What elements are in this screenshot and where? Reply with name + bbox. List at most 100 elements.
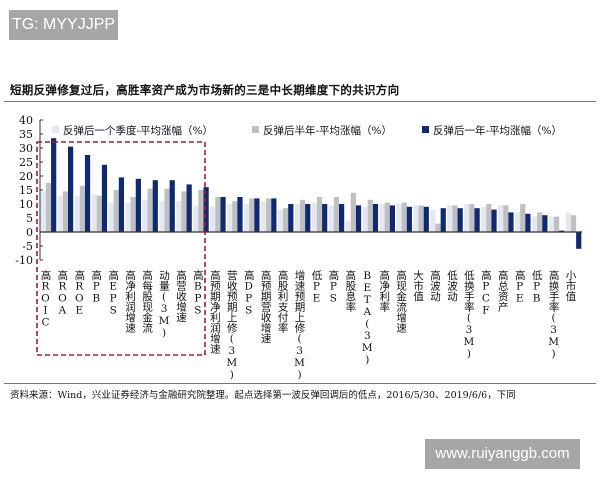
legend-label: 反弹后半年-平均涨幅（%） — [263, 124, 392, 137]
bar — [367, 199, 373, 232]
bar — [237, 197, 243, 232]
bar — [113, 190, 119, 232]
x-category-label: 高预期净利润增速 — [209, 269, 221, 354]
x-category-label: 高每股现金流 — [141, 269, 153, 334]
bar — [210, 206, 216, 232]
x-category-label: 高EPS — [107, 269, 119, 316]
y-tick-label: 25 — [19, 156, 33, 169]
source-note: 资料来源：Wind，兴业证券经济与金融研究院整理。起点选择第一波反弹回调后的低点… — [10, 390, 516, 401]
source-divider — [4, 383, 596, 384]
bar — [531, 216, 538, 232]
bar — [74, 195, 80, 232]
x-category-label: 动量(3M) — [158, 270, 170, 339]
y-tick-label: -5 — [22, 240, 33, 253]
x-category-label: 营收预期上修(3M) — [226, 269, 238, 381]
bar — [40, 191, 46, 232]
x-category-label: 高总资产 — [497, 269, 509, 313]
x-category-label: 高ROE — [73, 269, 85, 316]
x-category-label: 高PE — [514, 269, 526, 304]
bar — [350, 192, 356, 232]
y-tick-label: 5 — [26, 212, 33, 225]
bar — [299, 199, 306, 232]
bar — [147, 188, 153, 232]
bar — [243, 204, 250, 232]
x-category-label: 高PCF — [480, 269, 492, 316]
x-category-label: 高PB — [90, 269, 102, 304]
x-category-label: 小市值 — [565, 270, 577, 302]
bar — [232, 201, 238, 232]
bar — [125, 202, 131, 232]
bar — [396, 204, 402, 232]
bar — [576, 232, 582, 249]
x-category-label: 高DPS — [243, 269, 255, 316]
bar — [62, 191, 69, 232]
bar — [108, 202, 114, 232]
bar — [379, 204, 385, 232]
bar — [79, 185, 85, 232]
x-category-label: 高股息率 — [344, 269, 356, 313]
bar — [152, 180, 158, 232]
bar — [525, 213, 531, 232]
x-category-label: 高现金流增速 — [395, 269, 407, 333]
bar — [142, 199, 148, 232]
x-category-label: 大市值 — [412, 269, 424, 302]
x-category-label: 增速预期上修(3M) — [294, 269, 306, 381]
bar — [186, 184, 192, 232]
legend-swatch — [52, 126, 59, 133]
highlight-dashed-box — [36, 141, 206, 356]
bar — [282, 208, 289, 232]
x-category-label: 低PE — [310, 269, 322, 304]
bar — [118, 177, 125, 232]
bar — [469, 204, 475, 232]
bar — [45, 183, 52, 232]
bar — [413, 205, 419, 232]
y-tick-label: 15 — [19, 184, 33, 197]
bar — [548, 216, 554, 232]
bar — [339, 204, 345, 232]
x-category-label: 低波动 — [446, 269, 458, 302]
bar — [51, 138, 57, 232]
x-category-label: 高净利率 — [378, 269, 390, 313]
x-category-label: 低PB — [531, 269, 543, 304]
bar — [215, 197, 221, 232]
x-category-label: 高股利支付率 — [277, 269, 289, 334]
bar — [423, 206, 429, 232]
bar — [553, 216, 560, 232]
bar — [220, 197, 226, 232]
bar — [226, 204, 233, 232]
bar — [130, 197, 136, 232]
bar — [372, 204, 379, 232]
bar — [68, 146, 74, 232]
bar — [474, 208, 480, 232]
bar — [159, 201, 165, 232]
bar — [355, 205, 362, 232]
legend-label: 反弹后一个季度-平均涨幅（%） — [63, 124, 213, 137]
bar — [288, 204, 294, 232]
y-tick-label: 30 — [19, 142, 33, 155]
bar — [96, 195, 102, 232]
y-tick-label: -10 — [15, 254, 33, 267]
bar — [316, 197, 323, 232]
bar — [84, 155, 91, 232]
x-category-label: 高BPS — [192, 269, 204, 316]
x-category-label: 低换手率(3M) — [463, 269, 475, 360]
bar — [254, 198, 260, 232]
watermark-top: TG: MYYJJPP — [9, 10, 118, 40]
bar — [570, 215, 577, 232]
bar — [305, 204, 311, 232]
bar — [333, 197, 340, 232]
bar — [481, 206, 487, 232]
x-category-label: 高ROA — [56, 269, 68, 316]
bar — [294, 204, 300, 232]
bar — [169, 180, 175, 232]
bar — [508, 212, 514, 232]
bar — [101, 164, 108, 232]
x-category-label: 高净利润增速 — [124, 269, 136, 333]
bar — [447, 205, 453, 232]
bar — [198, 190, 204, 232]
chart-title: 短期反弹修复过后，高胜率资产成为市场新的三是中长期维度下的共识方向 — [10, 83, 400, 97]
y-tick-label: 0 — [26, 226, 33, 239]
watermark-bottom: www.ruiyanggb.com — [425, 439, 580, 469]
x-category-label: 高预期营收增速 — [260, 269, 272, 343]
